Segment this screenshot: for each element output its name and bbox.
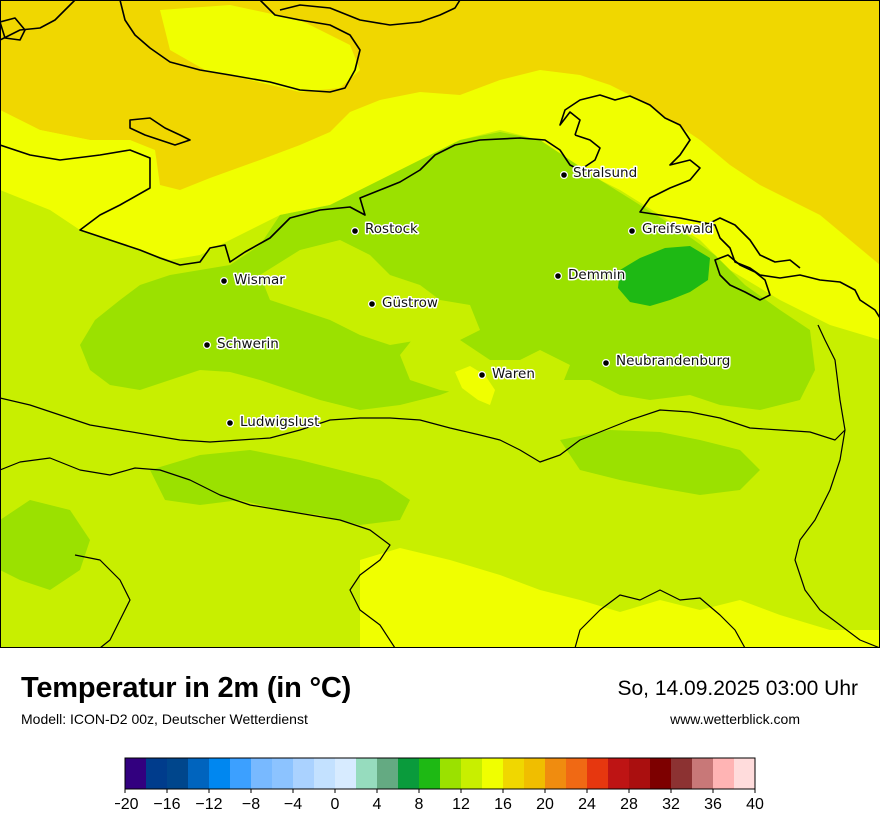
legend-tick-label: 12 bbox=[452, 796, 470, 813]
legend-swatch bbox=[671, 758, 693, 789]
city-rostock: Rostock bbox=[351, 220, 420, 239]
borders bbox=[0, 324, 880, 648]
city-label: Güstrow bbox=[382, 295, 438, 311]
legend-swatch bbox=[272, 758, 294, 789]
city-label: Greifswald bbox=[642, 221, 713, 237]
legend-swatch bbox=[545, 758, 567, 789]
legend-swatch bbox=[251, 758, 273, 789]
legend-swatch bbox=[482, 758, 504, 789]
legend-tick-label: −16 bbox=[153, 796, 180, 813]
legend-swatch bbox=[398, 758, 420, 789]
city-label: Ludwigslust bbox=[240, 414, 319, 430]
legend-tick-label: −20 bbox=[115, 796, 139, 813]
city-ludwigslust: Ludwigslust bbox=[226, 413, 321, 432]
legend-swatch bbox=[230, 758, 252, 789]
city-greifswald: Greifswald bbox=[627, 220, 715, 239]
legend-swatch bbox=[650, 758, 672, 789]
legend-tick-label: 28 bbox=[620, 796, 638, 813]
legend-swatch bbox=[293, 758, 315, 789]
legend-swatch bbox=[524, 758, 546, 789]
legend-swatch bbox=[713, 758, 735, 789]
legend-swatch bbox=[335, 758, 357, 789]
city-label: Demmin bbox=[568, 267, 625, 283]
legend-tick-label: 8 bbox=[415, 796, 424, 813]
city-guestrow: Güstrow bbox=[368, 294, 439, 313]
legend-swatch bbox=[734, 758, 756, 789]
city-label: Neubrandenburg bbox=[616, 353, 730, 369]
sea-yellow-patch bbox=[160, 5, 360, 92]
legend-tick-label: 24 bbox=[578, 796, 596, 813]
south-yellow bbox=[360, 548, 880, 648]
legend-swatch bbox=[629, 758, 651, 789]
city-neubrandenburg: Neubrandenburg bbox=[601, 352, 732, 371]
legend-swatch bbox=[503, 758, 525, 789]
forecast-datetime: So, 14.09.2025 03:00 Uhr bbox=[617, 677, 858, 700]
city-stralsund: Stralsund bbox=[559, 164, 639, 183]
legend-frame bbox=[124, 757, 756, 790]
legend-swatch bbox=[566, 758, 588, 789]
city-schwerin: Schwerin bbox=[203, 335, 280, 354]
legend-swatch bbox=[461, 758, 483, 789]
website-link[interactable]: www.wetterblick.com bbox=[670, 711, 800, 727]
legend-swatch bbox=[356, 758, 378, 789]
west-green bbox=[0, 500, 90, 590]
dark-green-patch bbox=[618, 246, 710, 306]
city-label: Wismar bbox=[234, 272, 285, 288]
legend-swatch bbox=[188, 758, 210, 789]
legend-tick-label: −4 bbox=[284, 796, 302, 813]
legend-swatch bbox=[608, 758, 630, 789]
legend-swatch bbox=[419, 758, 441, 789]
legend-tick-label: 32 bbox=[662, 796, 680, 813]
legend-tick-label: 4 bbox=[373, 796, 382, 813]
legend-swatch bbox=[440, 758, 462, 789]
city-label: Rostock bbox=[365, 221, 418, 237]
legend-scale: −20 −16 −12 −8 −4 0 4 8 12 16 20 24 28 32 36 40 bbox=[111, 757, 764, 813]
city-waren: Waren bbox=[478, 365, 536, 384]
model-info: Modell: ICON-D2 00z, Deutscher Wetterdie… bbox=[21, 711, 308, 727]
legend-tick-label: 20 bbox=[536, 796, 554, 813]
city-demmin: Demmin bbox=[553, 266, 627, 285]
legend-swatch bbox=[692, 758, 714, 789]
city-wismar: Wismar bbox=[220, 271, 287, 290]
legend-tick-label: 0 bbox=[331, 796, 340, 813]
land-light-2 bbox=[400, 330, 570, 405]
page-title: Temperatur in 2m (in °C) bbox=[21, 672, 352, 704]
temperature-map: Stralsund Rostock Greifswald Wismar Demm… bbox=[0, 0, 880, 648]
legend-swatch bbox=[146, 758, 168, 789]
legend-tick-label: 16 bbox=[494, 796, 512, 813]
legend-swatch bbox=[125, 758, 147, 789]
legend-tick-label: −12 bbox=[195, 796, 222, 813]
legend-swatch bbox=[209, 758, 231, 789]
legend-swatch bbox=[377, 758, 399, 789]
coastlines bbox=[0, 0, 880, 319]
city-label: Waren bbox=[492, 366, 535, 382]
legend-swatch bbox=[587, 758, 609, 789]
legend-tick-label: −8 bbox=[242, 796, 260, 813]
south-green-1 bbox=[150, 450, 410, 525]
color-legend: −20 −16 −12 −8 −4 0 4 8 12 16 20 24 28 32 36 40 bbox=[111, 756, 775, 826]
land-light-1 bbox=[260, 240, 480, 345]
coast-green bbox=[80, 132, 815, 410]
legend-tick-label: 36 bbox=[704, 796, 722, 813]
south-green-2 bbox=[560, 430, 760, 495]
legend-swatch bbox=[314, 758, 336, 789]
city-label: Stralsund bbox=[573, 165, 637, 181]
legend-swatch bbox=[167, 758, 189, 789]
city-label: Schwerin bbox=[217, 336, 279, 352]
legend-tick-label: 40 bbox=[746, 796, 764, 813]
